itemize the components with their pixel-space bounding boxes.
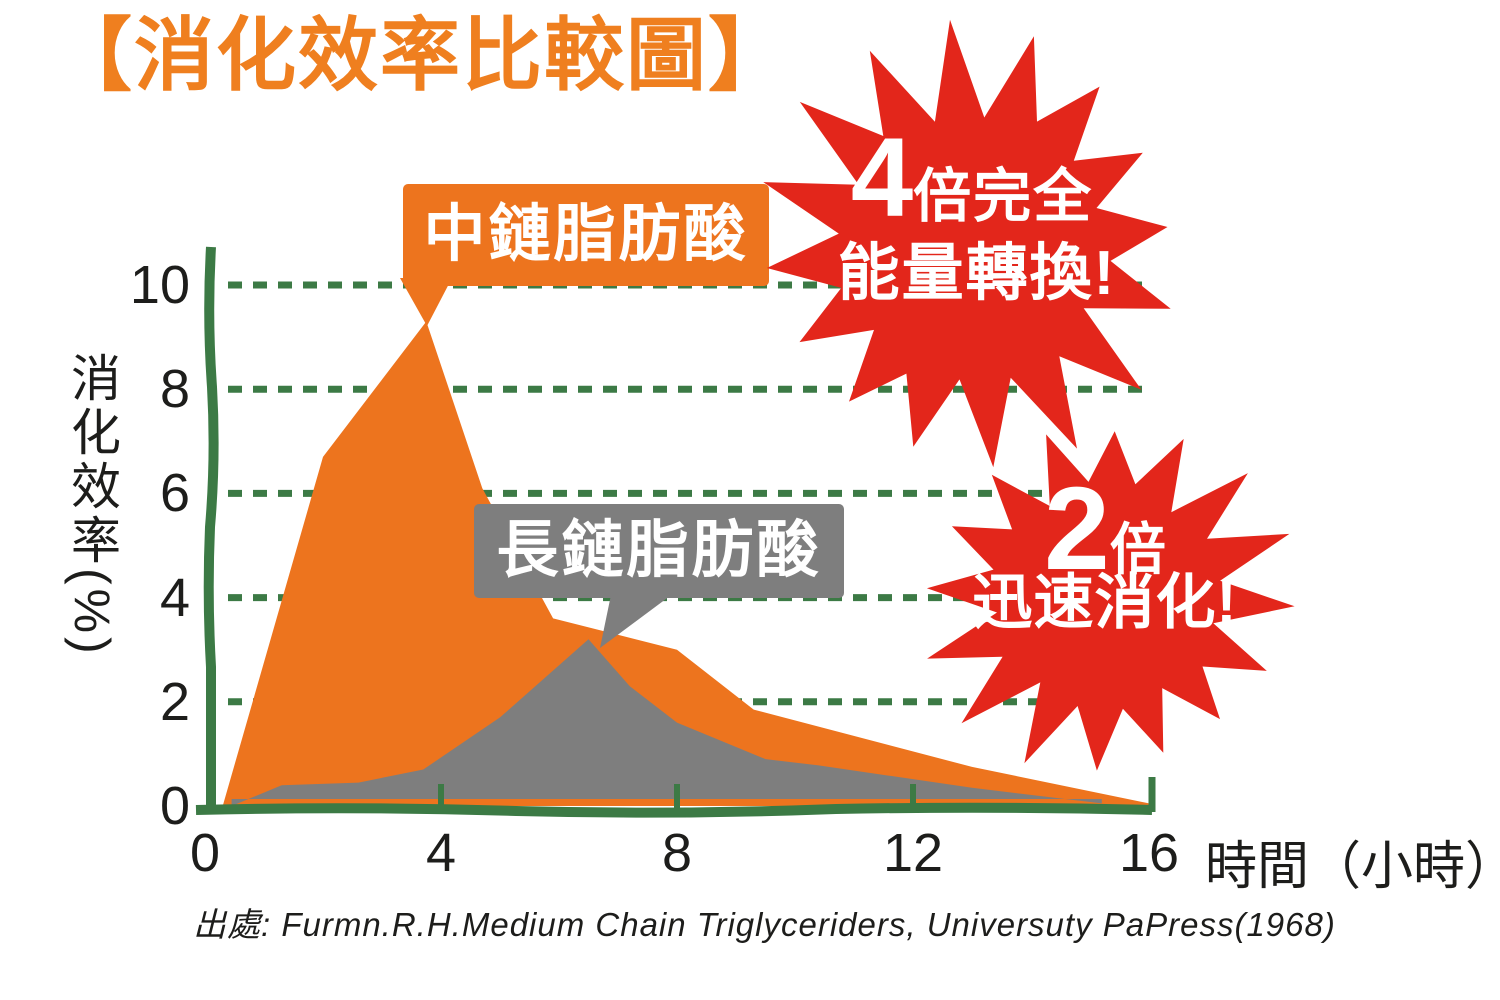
long-chain-area [231, 639, 1102, 806]
x-tick-label-0: 0 [189, 823, 221, 883]
y-tick-label-8: 8 [159, 359, 190, 420]
y-tick-label-0: 0 [159, 776, 190, 836]
x-axis-label: 時間（小時） [1205, 838, 1500, 896]
x-tick-label-4: 4 [425, 823, 457, 883]
medium-chain-label: 中鏈脂肪酸 [423, 200, 749, 269]
y-axis-line [203, 246, 219, 812]
y-tick-label-4: 4 [159, 567, 190, 628]
badge-2x-line2: 迅速消化! [972, 569, 1238, 636]
long-chain-label: 長鏈脂肪酸 [496, 516, 822, 585]
badge-2x-star-icon [926, 431, 1295, 771]
badge-2x-unit: 倍 [1109, 518, 1166, 581]
y-tick-label-6: 6 [159, 463, 190, 524]
y-tick-label-10: 10 [129, 255, 190, 315]
x-tick-label-12: 12 [882, 823, 944, 883]
medium-chain-label-pointer [400, 278, 452, 326]
chart-title: 【消化效率比較圖】 [52, 11, 790, 100]
badge-2x-number: 2 [1044, 463, 1110, 595]
badge-4x-unit: 倍完全 [913, 164, 1094, 229]
x-tick-label-16: 16 [1118, 823, 1180, 883]
y-axis-label: 消化效率(%) [64, 352, 120, 658]
source-citation: 出處: Furmn.R.H.Medium Chain Triglycerider… [193, 906, 1336, 943]
long-chain-label-pointer [600, 590, 678, 648]
medium-chain-label-box: 中鏈脂肪酸 [403, 184, 769, 286]
badge-4x-line2: 能量轉換! [837, 239, 1117, 308]
badge-4x-number: 4 [850, 115, 914, 240]
medium-chain-area [222, 321, 1149, 806]
x-axis-line [195, 802, 1153, 818]
x-tick-label-8: 8 [661, 823, 693, 883]
long-chain-label-box: 長鏈脂肪酸 [474, 504, 844, 598]
badge-4x-line1: 4 倍完全 [772, 122, 1172, 234]
y-tick-label-2: 2 [159, 671, 190, 732]
badge-4x-star-icon [763, 19, 1171, 468]
